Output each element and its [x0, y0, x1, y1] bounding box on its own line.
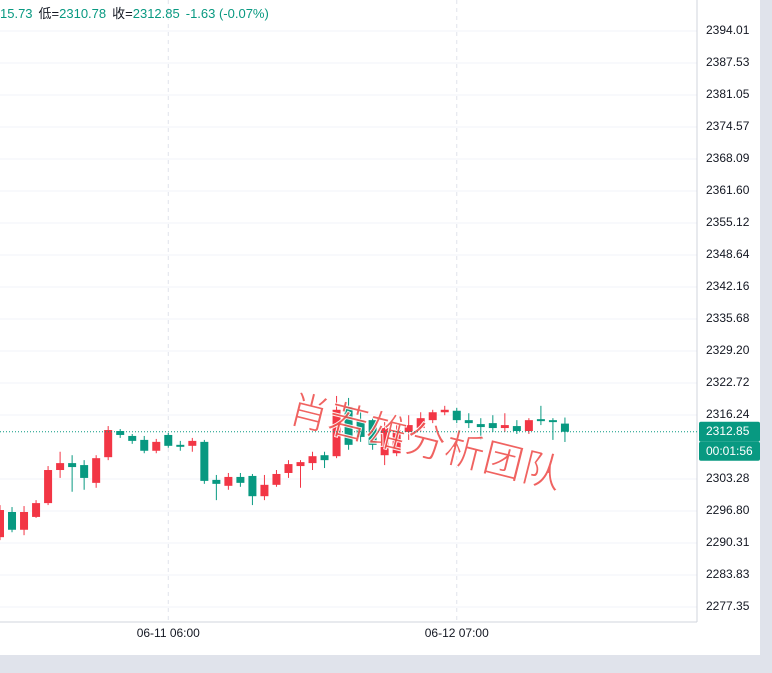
candle-body — [176, 444, 185, 447]
candle-body — [440, 409, 449, 413]
last-price-label: 2312.85 — [706, 424, 750, 438]
y-tick-label: 2355.12 — [706, 215, 750, 229]
candle-body — [116, 431, 125, 435]
candle-body — [428, 412, 437, 421]
candle-body — [524, 420, 533, 432]
watermark: 肖若雄分析团队 — [284, 387, 566, 497]
header-item: -1.63 (-0.07%) — [186, 6, 269, 21]
candle-body — [380, 428, 389, 456]
candle-body — [80, 465, 89, 478]
header-item: 低= — [39, 6, 60, 21]
y-tick-label: 2283.83 — [706, 567, 750, 581]
candle-body — [8, 511, 17, 530]
y-tick-label: 2381.05 — [706, 87, 750, 101]
y-tick-label: 2316.24 — [706, 407, 750, 421]
y-tick-label: 2277.35 — [706, 599, 750, 613]
candle-body — [344, 406, 353, 445]
candle-body — [548, 420, 557, 423]
y-tick-label: 2348.64 — [706, 247, 750, 261]
y-tick-label: 2342.16 — [706, 279, 750, 293]
candle-body — [0, 510, 4, 538]
candle-body — [356, 420, 365, 437]
candle-body — [308, 456, 317, 464]
candle-body — [404, 425, 413, 432]
y-tick-label: 2303.28 — [706, 471, 750, 485]
candle-body — [476, 424, 485, 428]
y-tick-label: 2335.68 — [706, 311, 750, 325]
y-tick-label: 2368.09 — [706, 151, 750, 165]
y-tick-label: 2329.20 — [706, 343, 750, 357]
candle-body — [164, 434, 173, 446]
candle-body — [92, 458, 101, 483]
candle-body — [20, 511, 29, 530]
candle-body — [368, 420, 377, 445]
candle-body — [332, 409, 341, 457]
y-tick-label: 2374.57 — [706, 119, 750, 133]
ohlc-header: 15.73 低=2310.78 收=2312.85 -1.63 (-0.07%) — [0, 6, 269, 21]
candle-body — [284, 464, 293, 473]
candle-body — [44, 470, 53, 504]
candle-body — [212, 479, 221, 484]
last-price-box — [699, 421, 760, 442]
candle-body — [416, 418, 425, 429]
header-item: 收= — [112, 6, 133, 21]
candle-body — [236, 476, 245, 483]
header-item: 2310.78 — [59, 6, 106, 21]
candle-body — [188, 440, 197, 446]
candle-body — [500, 425, 509, 429]
candle-body — [104, 430, 113, 458]
candle-body — [32, 503, 41, 517]
candle-body — [248, 475, 257, 497]
y-tick-label: 2290.31 — [706, 535, 750, 549]
candle-body — [200, 441, 209, 481]
countdown-label: 00:01:56 — [706, 444, 753, 458]
bottom-strip — [0, 655, 772, 673]
candles — [0, 395, 569, 541]
y-tick-label: 2394.01 — [706, 23, 750, 37]
header-item: 2312.85 — [133, 6, 180, 21]
candle-body — [224, 476, 233, 486]
x-tick-label: 06-11 06:00 — [137, 626, 200, 640]
candle-body — [452, 410, 461, 421]
candle-body — [560, 423, 569, 432]
candle-body — [512, 426, 521, 432]
candle-body — [392, 430, 401, 454]
candle-body — [140, 439, 149, 451]
header-item: 15.73 — [0, 6, 33, 21]
candle-body — [464, 420, 473, 424]
x-tick-label: 06-12 07:00 — [425, 626, 489, 640]
countdown-box — [699, 441, 760, 461]
candle-body — [56, 463, 65, 471]
right-strip — [760, 0, 772, 673]
candle-body — [296, 462, 305, 467]
candle-body — [128, 435, 137, 441]
y-tick-label: 2361.60 — [706, 183, 750, 197]
y-tick-label: 2322.72 — [706, 375, 750, 389]
candle-body — [536, 419, 545, 422]
y-tick-label: 2387.53 — [706, 55, 750, 69]
candle-body — [320, 455, 329, 461]
candle-body — [152, 441, 161, 451]
candle-body — [68, 463, 77, 468]
y-tick-label: 2296.80 — [706, 503, 750, 517]
grid — [0, 0, 697, 622]
candle-body — [272, 473, 281, 485]
candle-body — [260, 484, 269, 497]
candle-body — [488, 423, 497, 429]
